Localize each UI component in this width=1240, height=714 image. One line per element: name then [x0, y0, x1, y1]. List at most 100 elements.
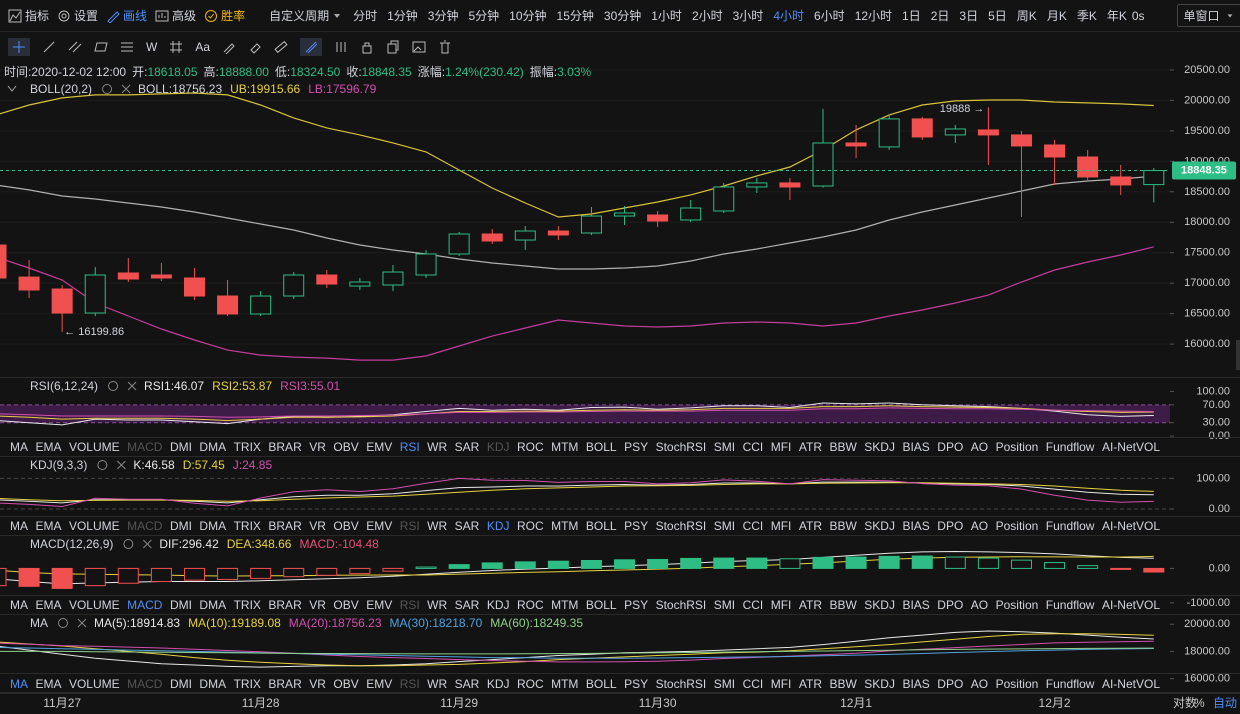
- indicator-tab[interactable]: WR: [427, 598, 447, 612]
- indicator-tab[interactable]: TRIX: [234, 519, 261, 533]
- indicator-tab[interactable]: BIAS: [902, 519, 929, 533]
- indicator-tab[interactable]: AO: [971, 519, 988, 533]
- indicator-tab[interactable]: CCI: [743, 440, 764, 454]
- indicator-tab[interactable]: TRIX: [234, 598, 261, 612]
- period[interactable]: 3小时: [732, 9, 764, 23]
- indicator-tab[interactable]: Fundflow: [1046, 677, 1095, 691]
- indicator-tab[interactable]: BIAS: [902, 677, 929, 691]
- indicator-tab[interactable]: EMA: [35, 677, 61, 691]
- indicator-tab[interactable]: SMI: [714, 677, 735, 691]
- period[interactable]: 12小时: [854, 9, 893, 23]
- indicator-tab[interactable]: DMA: [199, 440, 226, 454]
- period[interactable]: 30分钟: [603, 9, 642, 23]
- period[interactable]: 2日: [930, 9, 950, 23]
- indicator-tab[interactable]: ROC: [517, 677, 544, 691]
- indicator-tab[interactable]: AO: [971, 598, 988, 612]
- close-icon[interactable]: [127, 381, 137, 391]
- indicator-tab[interactable]: ROC: [517, 440, 544, 454]
- indicator-tab[interactable]: CCI: [743, 598, 764, 612]
- indicator-tab[interactable]: EMV: [366, 440, 392, 454]
- indicator-tab[interactable]: VOLUME: [69, 440, 120, 454]
- eye-icon[interactable]: [123, 539, 134, 549]
- indicator-tab[interactable]: RSI: [400, 598, 420, 612]
- winrate-button[interactable]: 胜率: [204, 7, 245, 24]
- indicator-tab[interactable]: BRAR: [268, 440, 302, 454]
- indicator-tab[interactable]: PSY: [624, 440, 648, 454]
- indicator-tab[interactable]: VR: [309, 519, 326, 533]
- indicator-tab[interactable]: MFI: [771, 519, 792, 533]
- indicator-tab[interactable]: DMI: [170, 519, 192, 533]
- indicator-tab[interactable]: AI-NetVOL: [1102, 440, 1160, 454]
- indicator-tab[interactable]: OBV: [333, 519, 358, 533]
- close-icon[interactable]: [143, 539, 152, 549]
- indicator-tab[interactable]: SAR: [455, 440, 480, 454]
- indicator-tab[interactable]: BRAR: [268, 519, 302, 533]
- line-tool[interactable]: [42, 40, 56, 54]
- indicator-tab[interactable]: DMI: [170, 440, 192, 454]
- period[interactable]: 3分钟: [427, 9, 459, 23]
- indicator-tab[interactable]: MA: [10, 440, 28, 454]
- indicator-tab[interactable]: EMA: [35, 598, 61, 612]
- channel-tool[interactable]: [68, 40, 82, 54]
- indicator-tab[interactable]: Position: [996, 519, 1039, 533]
- indicator-tab[interactable]: BIAS: [902, 440, 929, 454]
- close-icon[interactable]: [117, 460, 126, 470]
- indicator-tab[interactable]: EMA: [35, 440, 61, 454]
- indicator-tab[interactable]: MACD: [127, 519, 163, 533]
- indicator-tab[interactable]: SAR: [455, 519, 480, 533]
- indicator-tab[interactable]: MA: [10, 519, 28, 533]
- indicator-tab[interactable]: BIAS: [902, 598, 929, 612]
- indicator-tab[interactable]: VR: [309, 440, 326, 454]
- image-tool[interactable]: [412, 40, 426, 54]
- indicator-tab[interactable]: DPO: [937, 677, 963, 691]
- indicator-tab[interactable]: VOLUME: [69, 519, 120, 533]
- settings-button[interactable]: 设置: [57, 7, 98, 24]
- indicator-tab[interactable]: SAR: [455, 598, 480, 612]
- indicator-tab[interactable]: EMV: [366, 677, 392, 691]
- period[interactable]: 5日: [988, 9, 1007, 23]
- indicator-tab[interactable]: WR: [427, 677, 447, 691]
- indicator-tab[interactable]: VR: [309, 677, 326, 691]
- eye-icon[interactable]: [97, 460, 108, 470]
- indicator-tab[interactable]: EMV: [366, 519, 392, 533]
- eraser-tool[interactable]: [248, 40, 262, 54]
- indicator-tab[interactable]: DMA: [199, 677, 226, 691]
- delete-tool[interactable]: [438, 40, 452, 54]
- indicator-tab[interactable]: MACD: [127, 677, 163, 691]
- indicator-tab[interactable]: TRIX: [234, 677, 261, 691]
- indicator-tab[interactable]: Fundflow: [1046, 519, 1095, 533]
- lock-tool[interactable]: [360, 40, 374, 54]
- period[interactable]: 分时: [353, 9, 378, 23]
- custom-period[interactable]: 自定义周期: [269, 7, 342, 24]
- indicator-tab[interactable]: Position: [996, 440, 1039, 454]
- indicator-tab[interactable]: BRAR: [268, 677, 302, 691]
- grid-tool[interactable]: [169, 40, 183, 54]
- indicator-tab[interactable]: CCI: [743, 677, 764, 691]
- indicator-tab[interactable]: BBW: [829, 598, 857, 612]
- indicator-tab[interactable]: AI-NetVOL: [1102, 519, 1160, 533]
- indicator-tab[interactable]: MTM: [551, 440, 578, 454]
- indicator-tab[interactable]: DPO: [937, 519, 963, 533]
- indicator-tab[interactable]: SMI: [714, 598, 735, 612]
- period[interactable]: 周K: [1016, 9, 1037, 23]
- indicator-tab[interactable]: MA: [10, 677, 28, 691]
- indicator-tab[interactable]: DPO: [937, 440, 963, 454]
- measure-tool[interactable]: [334, 40, 348, 54]
- wave-tool[interactable]: W: [146, 40, 157, 54]
- indicator-tab[interactable]: RSI: [400, 440, 420, 454]
- indicator-tab[interactable]: DMA: [199, 598, 226, 612]
- period[interactable]: 1日: [902, 9, 921, 23]
- copy-tool[interactable]: [386, 40, 400, 54]
- indicator-tab[interactable]: BOLL: [586, 677, 617, 691]
- indicator-tab[interactable]: Position: [996, 677, 1039, 691]
- indicator-tab[interactable]: AO: [971, 440, 988, 454]
- indicator-tab[interactable]: BBW: [829, 440, 857, 454]
- indicator-tab[interactable]: StochRSI: [656, 519, 707, 533]
- indicator-tab[interactable]: BRAR: [268, 598, 302, 612]
- log-toggle[interactable]: 对数: [1173, 695, 1197, 710]
- indicator-tab[interactable]: SKDJ: [864, 677, 895, 691]
- period[interactable]: 10分钟: [509, 9, 547, 23]
- indicator-tab[interactable]: SMI: [714, 519, 735, 533]
- indicator-tab[interactable]: AI-NetVOL: [1102, 598, 1160, 612]
- ruler-tool[interactable]: [274, 40, 288, 54]
